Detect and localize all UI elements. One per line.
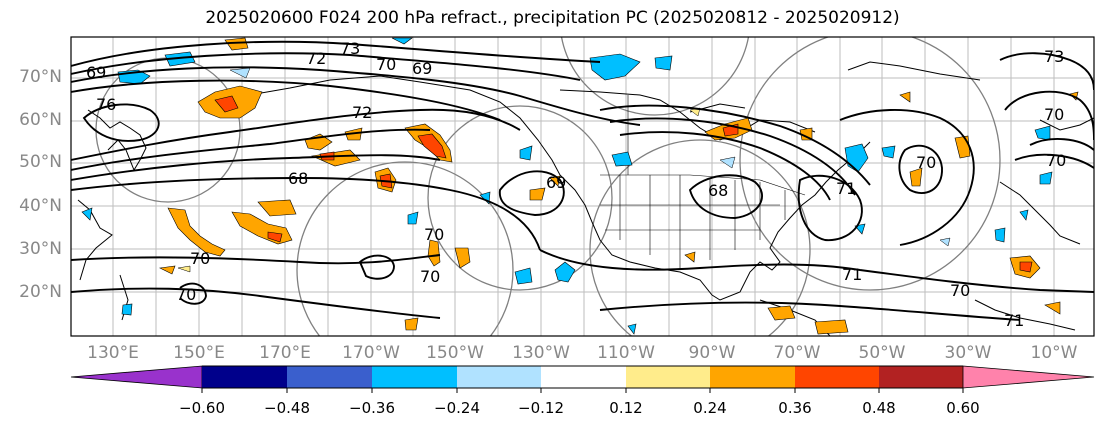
colorbar-cell xyxy=(962,365,1095,389)
lon-label-50w: 50°W xyxy=(858,343,906,363)
contour-label: 71 xyxy=(1004,311,1024,330)
colorbar-cell xyxy=(710,366,795,388)
contour-labels: 73 72 70 69 76 72 68 69 69 70 70 70 70 7… xyxy=(86,39,1066,330)
lon-label-110w: 110°W xyxy=(597,343,655,363)
contour-label: 70 xyxy=(176,285,196,304)
contour-label: 70 xyxy=(1044,105,1064,124)
contour-label: 71 xyxy=(842,265,862,284)
colorbar-cell xyxy=(795,366,879,388)
colorbar-cell xyxy=(457,366,541,388)
contour-label: 70 xyxy=(916,153,936,172)
colorbar-cell xyxy=(287,366,372,388)
colorbar-cell xyxy=(541,366,626,388)
contour-label: 69 xyxy=(86,63,106,82)
colorbar-tick-label: 0.60 xyxy=(946,399,980,417)
map-frame xyxy=(70,36,1095,337)
colorbar-tick-label: −0.36 xyxy=(349,399,395,417)
lon-label-150w: 150°W xyxy=(426,343,484,363)
colorbar-ticks xyxy=(201,388,964,393)
contour-label: 73 xyxy=(1044,47,1064,66)
colorbar-tick-label: 0.36 xyxy=(778,399,812,417)
contour-label: 69 xyxy=(546,173,566,192)
colorbar-cell xyxy=(626,366,710,388)
lat-label-50n: 50°N xyxy=(19,152,62,172)
contour-label: 70 xyxy=(420,267,440,286)
contour-label: 70 xyxy=(950,281,970,300)
contour-label: 71 xyxy=(836,179,856,198)
lon-label-170w: 170°W xyxy=(342,343,400,363)
colorbar-tick-label: 0.48 xyxy=(862,399,896,417)
page-title: 2025020600 F024 200 hPa refract., precip… xyxy=(205,8,900,28)
lat-label-30n: 30°N xyxy=(19,239,62,259)
contour-label: 70 xyxy=(190,249,210,268)
contour-label: 73 xyxy=(340,39,360,58)
lon-label-90w: 90°W xyxy=(688,343,736,363)
lon-label-130e: 130°E xyxy=(87,343,139,363)
lat-label-20n: 20°N xyxy=(19,282,62,302)
contour-label: 72 xyxy=(306,49,326,68)
colorbar-tick-label: −0.60 xyxy=(179,399,225,417)
contour-label: 70 xyxy=(424,225,444,244)
colorbar-tick-label: −0.48 xyxy=(264,399,310,417)
contour-label: 68 xyxy=(288,169,308,188)
contour-label: 69 xyxy=(412,59,432,78)
contour-label: 68 xyxy=(708,181,728,200)
colorbar-cell xyxy=(879,366,963,388)
lon-label-70w: 70°W xyxy=(773,343,821,363)
state-borders xyxy=(600,95,806,270)
colorbar-tick-label: 0.24 xyxy=(693,399,727,417)
map-area: 73 72 70 69 76 72 68 69 69 70 70 70 70 7… xyxy=(71,37,1094,336)
colorbar-cell xyxy=(372,366,457,388)
lat-label-60n: 60°N xyxy=(19,110,62,130)
precip-light-negative xyxy=(229,67,951,247)
lon-label-10w: 10°W xyxy=(1030,343,1078,363)
contour-label: 76 xyxy=(96,95,116,114)
colorbar xyxy=(70,365,1095,393)
colorbar-tick-label: 0.12 xyxy=(609,399,643,417)
contour-label: 70 xyxy=(1046,151,1066,170)
precip-light-positive xyxy=(177,107,701,273)
lon-label-30w: 30°W xyxy=(944,343,992,363)
lat-label-70n: 70°N xyxy=(19,67,62,87)
colorbar-cell xyxy=(70,365,203,389)
lon-label-150e: 150°E xyxy=(173,343,225,363)
lat-label-40n: 40°N xyxy=(19,196,62,216)
lon-label-170e: 170°E xyxy=(259,343,311,363)
colorbar-tick-label: −0.12 xyxy=(518,399,564,417)
coastlines xyxy=(77,61,1094,336)
contour-label: 72 xyxy=(352,103,372,122)
precip-strong-positive xyxy=(214,95,1033,273)
colorbar-cell xyxy=(202,366,287,388)
contour-label: 70 xyxy=(376,55,396,74)
lon-label-130w: 130°W xyxy=(512,343,570,363)
refractivity-contours xyxy=(71,40,1094,321)
colorbar-tick-label: −0.24 xyxy=(434,399,480,417)
